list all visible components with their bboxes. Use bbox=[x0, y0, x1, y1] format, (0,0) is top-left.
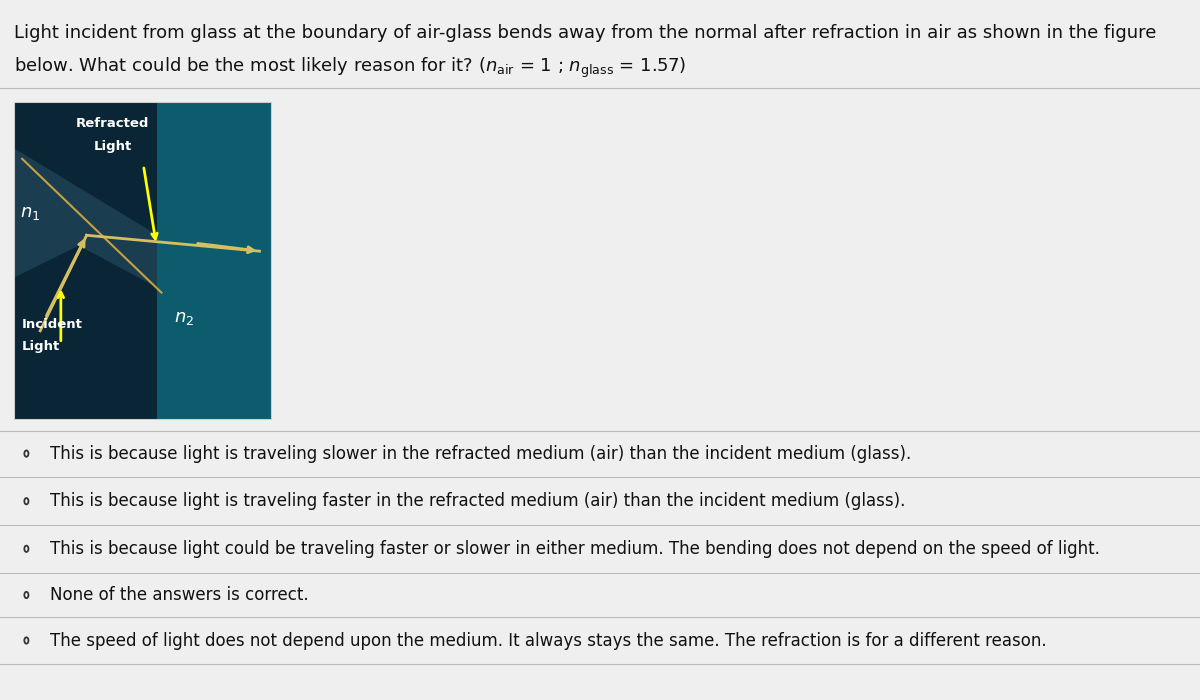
Text: Light: Light bbox=[94, 140, 132, 153]
Text: This is because light could be traveling faster or slower in either medium. The : This is because light could be traveling… bbox=[50, 540, 1100, 558]
Text: Refracted: Refracted bbox=[76, 118, 149, 130]
Polygon shape bbox=[14, 102, 156, 235]
Text: The speed of light does not depend upon the medium. It always stays the same. Th: The speed of light does not depend upon … bbox=[50, 631, 1048, 650]
Text: below. What could be the most likely reason for it? ($n_{\mathrm{air}}$ = 1 ; $n: below. What could be the most likely rea… bbox=[14, 56, 686, 80]
Polygon shape bbox=[14, 245, 156, 420]
Text: $n_2$: $n_2$ bbox=[174, 309, 194, 327]
Text: This is because light is traveling slower in the refracted medium (air) than the: This is because light is traveling slowe… bbox=[50, 444, 912, 463]
Text: Light incident from glass at the boundary of air-glass bends away from the norma: Light incident from glass at the boundar… bbox=[14, 25, 1157, 43]
Text: $n_1$: $n_1$ bbox=[19, 204, 40, 222]
Polygon shape bbox=[14, 149, 156, 286]
Text: None of the answers is correct.: None of the answers is correct. bbox=[50, 586, 310, 604]
Text: Light: Light bbox=[22, 340, 60, 354]
Text: This is because light is traveling faster in the refracted medium (air) than the: This is because light is traveling faste… bbox=[50, 492, 906, 510]
Text: Incident: Incident bbox=[22, 318, 83, 331]
